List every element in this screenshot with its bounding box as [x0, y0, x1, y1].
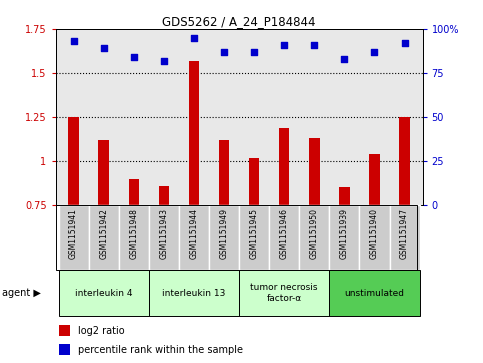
Point: [190, 35, 198, 41]
Bar: [239, 270, 329, 316]
Bar: [269, 205, 299, 270]
Bar: [329, 205, 359, 270]
Point: [401, 40, 409, 46]
Text: GSM1151939: GSM1151939: [340, 208, 349, 259]
Text: GSM1151945: GSM1151945: [250, 208, 258, 259]
Bar: [359, 205, 389, 270]
Bar: [58, 205, 89, 270]
Bar: [219, 140, 229, 205]
Bar: [158, 186, 169, 205]
Text: GSM1151941: GSM1151941: [69, 208, 78, 259]
Bar: [309, 138, 320, 205]
Text: GSM1151949: GSM1151949: [220, 208, 228, 259]
Bar: [339, 188, 350, 205]
Text: GSM1151946: GSM1151946: [280, 208, 289, 259]
Bar: [89, 205, 119, 270]
Text: GSM1151948: GSM1151948: [129, 208, 138, 259]
Text: GSM1151947: GSM1151947: [400, 208, 409, 259]
Bar: [128, 179, 139, 205]
Text: agent ▶: agent ▶: [2, 288, 41, 298]
Point: [100, 45, 108, 51]
Point: [250, 49, 258, 55]
Bar: [149, 205, 179, 270]
Text: unstimulated: unstimulated: [344, 289, 404, 298]
Bar: [369, 154, 380, 205]
Text: interleukin 4: interleukin 4: [75, 289, 132, 298]
Text: log2 ratio: log2 ratio: [78, 326, 124, 336]
Point: [70, 38, 77, 44]
Text: percentile rank within the sample: percentile rank within the sample: [78, 345, 242, 355]
Bar: [399, 117, 410, 205]
Text: tumor necrosis
factor-α: tumor necrosis factor-α: [251, 284, 318, 303]
Text: GSM1151943: GSM1151943: [159, 208, 169, 259]
Bar: [99, 140, 109, 205]
Point: [341, 56, 348, 62]
Bar: [59, 344, 70, 355]
Bar: [179, 205, 209, 270]
Bar: [189, 61, 199, 205]
Text: GSM1151950: GSM1151950: [310, 208, 319, 259]
Bar: [249, 158, 259, 205]
Text: GSM1151944: GSM1151944: [189, 208, 199, 259]
Point: [130, 54, 138, 60]
Text: GSM1151942: GSM1151942: [99, 208, 108, 259]
Bar: [68, 117, 79, 205]
Point: [370, 49, 378, 55]
Title: GDS5262 / A_24_P184844: GDS5262 / A_24_P184844: [162, 15, 316, 28]
Bar: [299, 205, 329, 270]
Bar: [329, 270, 420, 316]
Bar: [239, 205, 269, 270]
Point: [220, 49, 228, 55]
Bar: [58, 270, 149, 316]
Point: [311, 42, 318, 48]
Text: GSM1151940: GSM1151940: [370, 208, 379, 259]
Point: [280, 42, 288, 48]
Bar: [389, 205, 420, 270]
Point: [160, 58, 168, 64]
Bar: [209, 205, 239, 270]
Bar: [119, 205, 149, 270]
Bar: [279, 128, 289, 205]
Bar: [149, 270, 239, 316]
Bar: [59, 325, 70, 336]
Text: interleukin 13: interleukin 13: [162, 289, 226, 298]
